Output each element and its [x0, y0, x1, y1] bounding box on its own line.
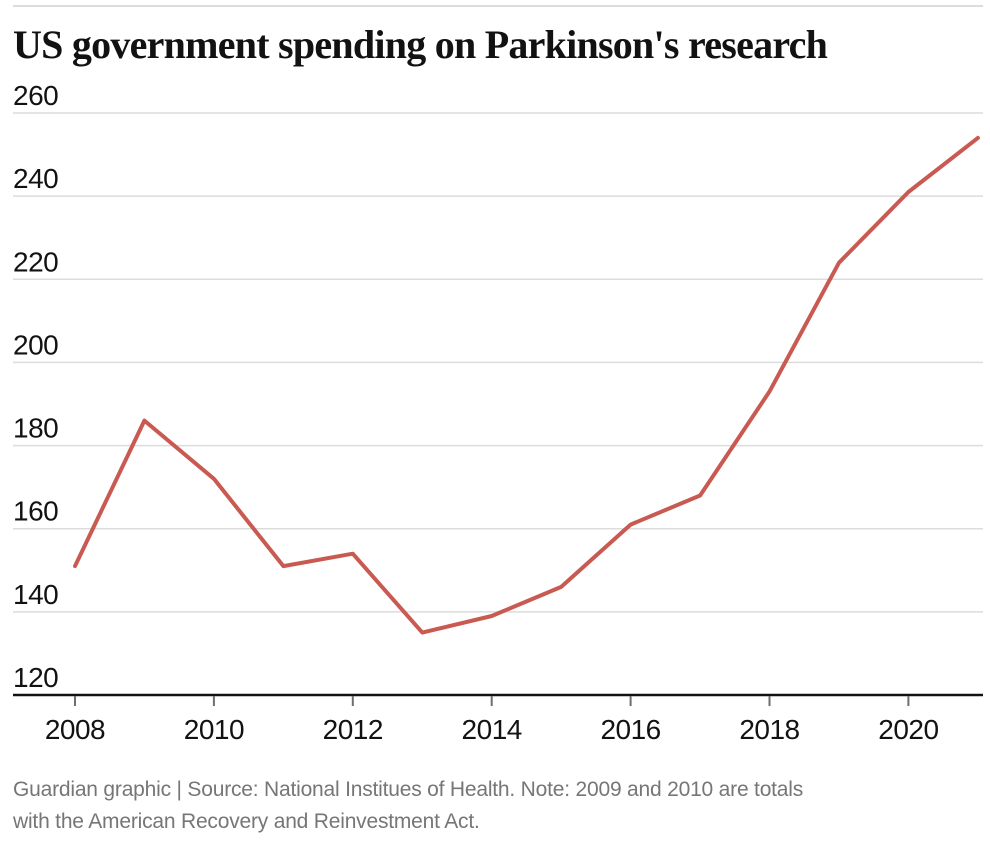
y-axis-label-240: 240: [13, 163, 58, 194]
y-axis-label-160: 160: [13, 496, 58, 527]
footer-line-2: with the American Recovery and Reinvestm…: [13, 810, 480, 833]
x-axis-label-2020: 2020: [878, 714, 938, 745]
chart-footer: Guardian graphic | Source: National Inst…: [13, 774, 963, 838]
top-rule: [13, 5, 983, 7]
x-axis-label-2012: 2012: [323, 714, 383, 745]
footer-line-1: Guardian graphic | Source: National Inst…: [13, 778, 804, 801]
chart-title: US government spending on Parkinson's re…: [13, 22, 828, 67]
x-axis-label-2010: 2010: [184, 714, 244, 745]
x-axis-label-2014: 2014: [462, 714, 522, 745]
y-axis-label-120: 120: [13, 662, 58, 693]
data-line-series: [73, 135, 980, 635]
x-axis-label-2008: 2008: [45, 714, 105, 745]
x-axis-label-2018: 2018: [739, 714, 799, 745]
x-axis-label-2016: 2016: [600, 714, 660, 745]
y-axis-label-260: 260: [13, 80, 58, 111]
y-axis-label-140: 140: [13, 579, 58, 610]
y-axis-label-220: 220: [13, 246, 58, 277]
y-axis-label-200: 200: [13, 329, 58, 360]
y-axis-label-180: 180: [13, 413, 58, 444]
